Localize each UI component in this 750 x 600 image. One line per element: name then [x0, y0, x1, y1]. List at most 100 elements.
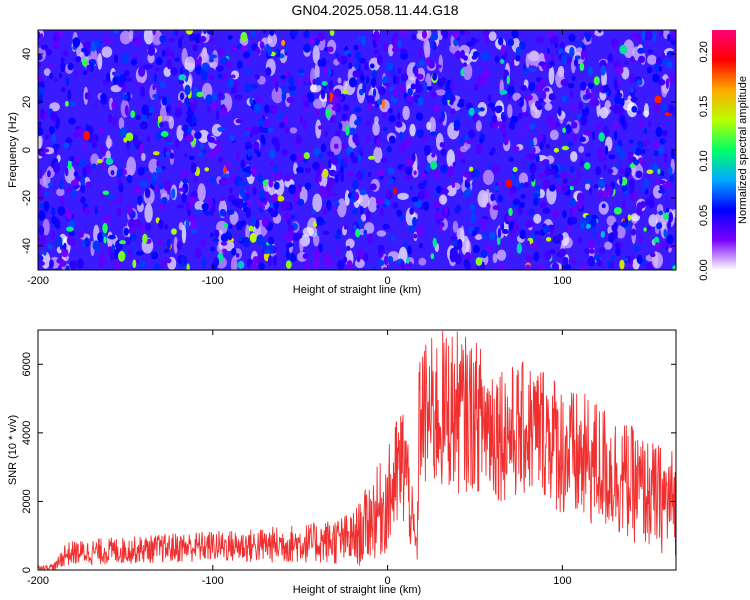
spectrogram-cell — [615, 66, 624, 75]
spectrogram-cell — [372, 121, 380, 136]
spectrogram-cell — [632, 147, 636, 153]
spectrogram-cell — [256, 234, 264, 246]
spectrogram-cell — [440, 164, 448, 174]
spectrogram-cell — [295, 187, 301, 197]
spectrogram-cell — [583, 179, 591, 184]
spectrogram-cell — [303, 120, 307, 130]
y-tick-label: 0 — [21, 567, 33, 573]
spectrogram-cell — [399, 131, 403, 142]
spectrogram-cell — [239, 187, 246, 198]
spectrogram-cell — [381, 99, 386, 109]
spectrogram-cell — [601, 190, 609, 198]
spectrogram-cell — [97, 53, 103, 70]
spectrogram-cell — [304, 167, 312, 174]
spectrogram-cell — [340, 171, 345, 183]
spectrogram-cell — [472, 169, 480, 178]
spectrogram-cell — [439, 141, 445, 148]
spectrogram-cell — [628, 179, 635, 190]
spectrogram-cell — [114, 259, 121, 270]
spectrogram-cell — [159, 35, 166, 43]
spectrogram-cell — [301, 94, 309, 102]
snr-y-ticks: 0 2000 4000 6000 — [21, 352, 676, 573]
spectrogram-cell — [53, 158, 58, 163]
spectrogram-cell — [158, 219, 164, 230]
spectrogram-cell — [462, 62, 473, 81]
spectrogram-cell — [669, 54, 674, 59]
spectrogram-cell — [426, 163, 431, 174]
spectrogram-cell — [610, 38, 619, 48]
spectrogram-cell — [201, 203, 209, 211]
spectrogram-cell — [577, 236, 582, 244]
spectrogram-cell — [438, 117, 444, 124]
spectrogram-cell — [655, 56, 663, 66]
spectrogram-cell — [238, 234, 243, 242]
spectrogram-cell — [460, 137, 464, 145]
spectrogram-cell — [134, 40, 143, 46]
spectrogram-cell — [542, 225, 551, 234]
spectrogram-cell — [583, 48, 588, 58]
spectrogram-cell — [355, 60, 360, 71]
spectrogram-cell — [415, 83, 423, 94]
spectrogram-cell — [571, 256, 576, 264]
spectrogram-cell — [38, 54, 43, 61]
spectrogram-cell — [549, 60, 555, 67]
spectrogram-cell — [492, 165, 500, 174]
spectrogram-cell — [488, 162, 492, 170]
spectrogram-cell — [201, 256, 207, 268]
spectrogram-cell — [44, 109, 48, 120]
spectrogram-cell — [569, 197, 576, 208]
spectrogram-cell — [197, 183, 206, 202]
spectrogram-cell — [413, 233, 418, 239]
spectrogram-cell — [173, 236, 178, 254]
spectrogram-cell — [299, 234, 304, 253]
spectrogram-cell — [519, 182, 524, 190]
spectrogram-cell — [250, 84, 258, 89]
spectrogram-cell — [641, 148, 646, 155]
y-tick-label: 40 — [21, 48, 33, 60]
spectrogram-cell — [671, 209, 676, 218]
spectrogram-cell — [62, 50, 69, 56]
spectrogram-cell — [55, 236, 63, 246]
spectrogram-cell — [119, 74, 127, 83]
spectrogram-cell — [429, 116, 436, 134]
spectrogram-cell — [544, 166, 551, 177]
spectrogram-cell — [185, 116, 193, 124]
spectrogram-cell — [244, 192, 250, 198]
spectrogram-cell — [48, 125, 56, 134]
spectrogram-cell — [652, 31, 657, 43]
spectrogram-cell — [56, 188, 65, 197]
spectrogram-cell — [174, 107, 183, 118]
spectrogram-cell — [614, 222, 618, 231]
spectrogram-cell — [118, 250, 126, 262]
spectrogram-cell — [81, 47, 86, 53]
spectrogram-cell — [642, 185, 646, 193]
spectrogram-cell — [598, 132, 605, 142]
spectrogram-cell — [639, 234, 643, 244]
spectrogram-cell — [551, 262, 560, 270]
spectrogram-cell — [641, 31, 646, 41]
spectrogram-cell — [615, 245, 621, 257]
spectrogram-cell — [138, 66, 146, 77]
spectrogram-cell — [385, 189, 393, 200]
spectrogram-cell — [589, 248, 595, 254]
spectrogram-cell — [472, 244, 480, 254]
spectrogram-cell — [388, 135, 396, 144]
spectrogram-cell — [610, 166, 619, 176]
spectrogram-cell — [268, 179, 274, 188]
spectrogram-cell — [267, 32, 278, 48]
spectrogram-cell — [571, 75, 576, 82]
spectrogram-cell — [573, 133, 577, 143]
spectrogram-cell — [192, 44, 198, 52]
spectrogram-cell — [171, 228, 177, 235]
spectrogram-cell — [155, 67, 159, 72]
spectrogram-cell — [225, 160, 230, 172]
spectrogram-cell — [230, 87, 238, 94]
spectrogram-cell — [455, 204, 462, 213]
spectrogram-cell — [280, 149, 288, 156]
spectrogram-cell — [209, 54, 218, 59]
spectrogram-cell — [303, 101, 310, 107]
spectrogram-cell — [509, 185, 517, 194]
spectrogram-cell — [310, 84, 317, 93]
spectrogram-cell — [370, 77, 377, 89]
